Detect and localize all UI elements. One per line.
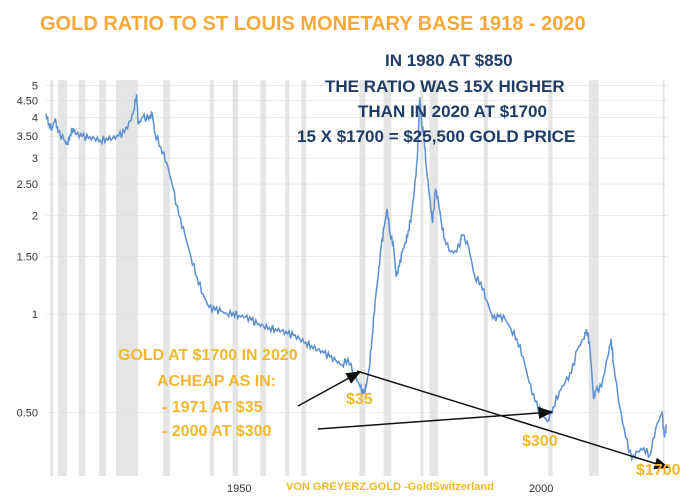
trend-line [356, 370, 670, 470]
y-tick-label: 0.50 [17, 408, 38, 420]
recession-band [163, 80, 170, 476]
chart-title: GOLD RATIO TO ST LOUIS MONETARY BASE 191… [40, 13, 586, 35]
left-note-line: GOLD AT $1700 IN 2020 [118, 347, 298, 364]
top-note-line: IN 1980 AT $850 [385, 51, 513, 70]
recession-band [50, 80, 54, 476]
x-tick-label: 1950 [227, 483, 251, 495]
y-tick-label: 2 [32, 211, 38, 223]
y-tick-label: 2.50 [17, 179, 38, 191]
price-label-35: $35 [346, 391, 373, 408]
price-label-1700: $1700 [636, 462, 681, 479]
recession-band [548, 80, 553, 476]
top-note-line: THE RATIO WAS 15X HIGHER [325, 77, 565, 96]
recession-band [383, 80, 392, 476]
recession-bands [50, 80, 665, 476]
recession-band [483, 80, 489, 476]
y-tick-label: 4.50 [17, 96, 38, 108]
top-note: IN 1980 AT $850 THE RATIO WAS 15X HIGHER… [297, 51, 575, 146]
x-axis: 1950 2000 [227, 483, 553, 495]
left-note: GOLD AT $1700 IN 2020 ACHEAP AS IN: - 19… [118, 347, 298, 440]
arrow-to-300 [317, 406, 554, 430]
recession-band [588, 80, 599, 476]
ratio-line [45, 94, 668, 463]
price-label-300: $300 [522, 433, 558, 450]
arrow-to-35 [297, 371, 362, 407]
y-tick-label: 4 [32, 112, 38, 124]
left-note-line: - 1971 AT $35 [162, 399, 263, 416]
annotation-arrows [297, 371, 554, 430]
y-axis: 5 4.50 4 3.50 3 2.50 2 1.50 1 0.50 [17, 81, 38, 420]
recession-band [285, 80, 290, 476]
left-note-line: ACHEAP AS IN: [157, 373, 276, 390]
recession-band [429, 80, 438, 476]
y-tick-label: 1.50 [17, 252, 38, 264]
recession-band [420, 80, 424, 476]
recession-band [301, 80, 307, 476]
recession-band [359, 80, 366, 476]
recession-band [209, 80, 214, 476]
y-tick-label: 5 [32, 81, 38, 93]
y-tick-label: 3.50 [17, 131, 38, 143]
top-note-line: THAN IN 2020 AT $1700 [358, 102, 547, 121]
x-tick-label: 2000 [529, 483, 553, 495]
recession-band [99, 80, 106, 476]
recession-band [78, 80, 86, 476]
credit-text: VON GREYERZ.GOLD -GoldSwitzerland [286, 481, 494, 493]
recession-band [662, 80, 665, 476]
top-note-line: 15 X $1700 = $25,500 GOLD PRICE [297, 127, 575, 146]
y-tick-label: 1 [32, 309, 38, 321]
recession-band [232, 80, 239, 476]
recession-band [58, 80, 68, 476]
recession-band [116, 80, 138, 476]
left-note-line: - 2000 AT $300 [162, 423, 272, 440]
y-tick-label: 3 [32, 153, 38, 165]
recession-band [260, 80, 266, 476]
